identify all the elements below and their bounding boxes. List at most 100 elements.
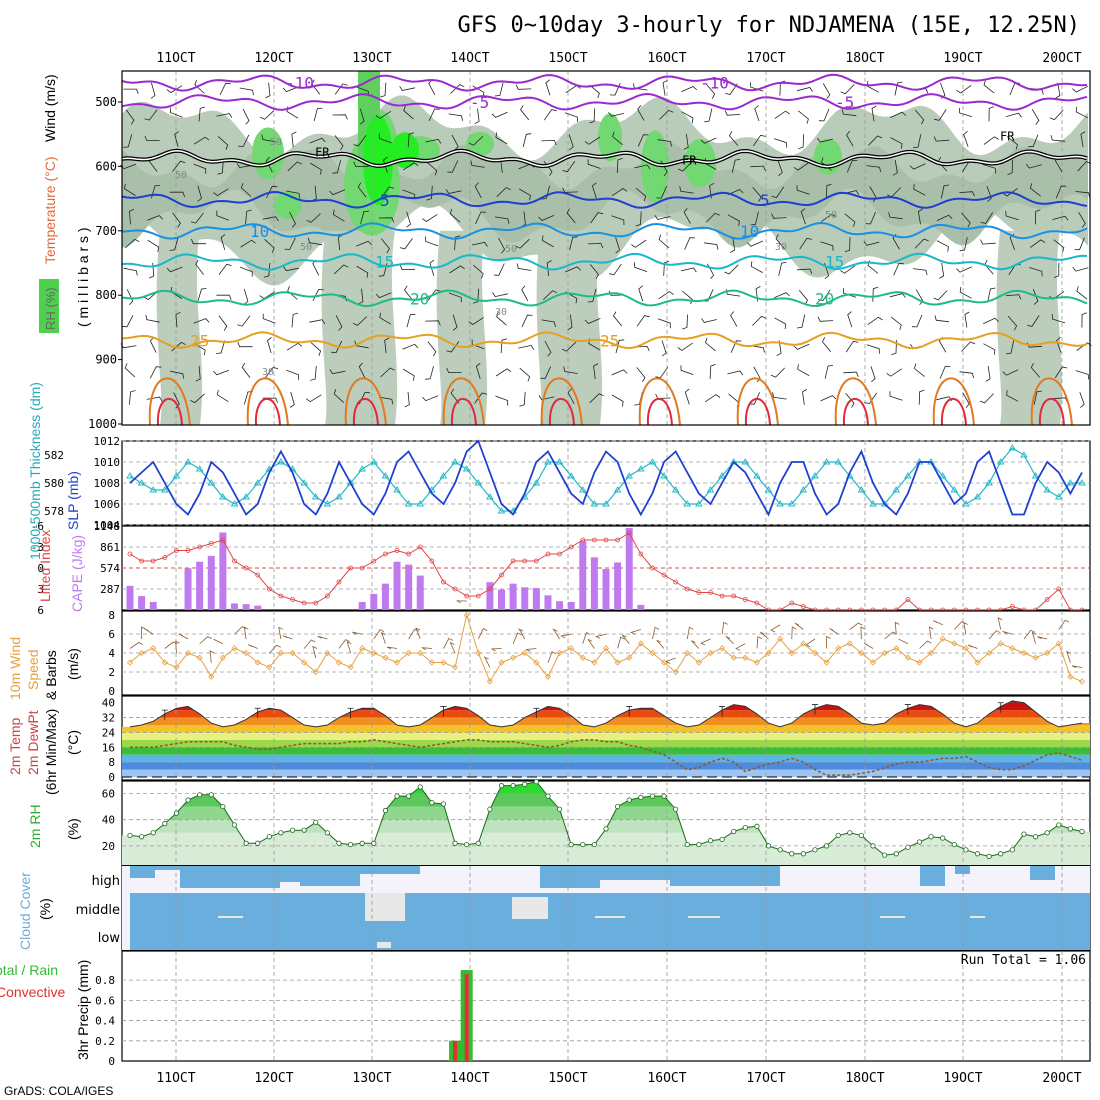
wind-barb: [1028, 134, 1039, 148]
wind-barb: [128, 390, 136, 405]
temperature-contour: [121, 73, 1088, 92]
hot-contour: [352, 397, 379, 426]
wind10m-point: [742, 654, 749, 661]
wind-barb: [933, 290, 948, 301]
temperature-contour: [121, 252, 1088, 271]
wind-barb: [725, 83, 738, 95]
thickness-point: [532, 479, 541, 486]
rh-point: [394, 793, 400, 799]
wind-barb: [1006, 340, 1015, 355]
wind-barb: [309, 137, 326, 144]
wind-barb: [375, 292, 392, 299]
wind10m-barb: [491, 648, 502, 652]
wind-barb: [700, 137, 717, 144]
thickness-point: [811, 472, 819, 479]
rh-point: [336, 840, 342, 846]
li-point: [510, 558, 516, 564]
wind10m-point: [324, 649, 331, 657]
rh-point: [347, 841, 354, 848]
rh-saturated-region: [363, 114, 393, 205]
wind10m-point: [196, 654, 203, 661]
cloud-low-gap: [377, 942, 391, 948]
precip-convective-bar: [464, 974, 469, 1061]
wind10m-barb: [721, 621, 728, 635]
wind-barb: [1076, 286, 1088, 300]
wind-barb: [306, 213, 321, 223]
rh-column: [156, 230, 203, 425]
wind10m-point: [881, 649, 888, 657]
li-point: [243, 565, 249, 571]
wind-barb: [777, 160, 783, 177]
wind10m-barb: [373, 629, 385, 640]
wind-barb: [494, 82, 504, 97]
wind-barb: [425, 320, 441, 326]
rh-point: [568, 841, 574, 848]
wind-barb: [868, 135, 883, 146]
cape-bar: [405, 564, 413, 610]
hot-contour: [450, 397, 477, 426]
thickness-point: [230, 500, 239, 507]
wind-barb: [986, 185, 992, 202]
date-label-bottom: 17OCT: [746, 1071, 785, 1086]
wind-barb: [358, 288, 364, 305]
wind-barb: [220, 234, 226, 251]
wind10m-point: [452, 664, 459, 671]
wind-barb: [308, 237, 323, 246]
date-label-top: 13OCT: [352, 51, 391, 66]
rh-point: [1009, 847, 1015, 853]
wind-barb: [171, 341, 186, 352]
wind10m-barb: [1071, 665, 1083, 669]
temperature-contour: [121, 221, 1088, 240]
wind10m-barb: [1058, 619, 1070, 630]
wind10m-point: [800, 640, 807, 647]
li-point: [174, 548, 179, 553]
wind-barb: [1027, 315, 1040, 327]
wind-barb: [1031, 109, 1040, 125]
cape-bar: [579, 541, 587, 610]
wind10m-point: [707, 649, 714, 657]
wind-barb: [663, 260, 670, 276]
wind-barb: [961, 212, 971, 228]
thickness-point: [381, 472, 390, 479]
wind-barb: [262, 216, 279, 222]
wind-barb: [661, 340, 667, 357]
thickness-tick: 582: [44, 449, 64, 462]
cloud-high-segment: [360, 866, 420, 874]
li-point: [313, 600, 319, 606]
wind-barb: [635, 187, 647, 202]
wind-barb: [847, 311, 853, 328]
thickness-tick: 578: [44, 505, 64, 518]
rh-point: [324, 830, 330, 836]
li-point: [417, 544, 423, 550]
cloud-high-segment: [670, 866, 780, 886]
thickness-point: [718, 472, 726, 479]
wind-barb: [684, 388, 690, 405]
thickness-point: [683, 500, 692, 507]
wind-barb: [402, 368, 415, 381]
thickness-point: [753, 472, 761, 479]
hot-contour: [254, 397, 281, 426]
li-point: [1009, 604, 1015, 609]
rh-point: [812, 847, 818, 853]
wind-barb: [332, 209, 345, 222]
wind-barb: [959, 191, 975, 197]
wind10m-barb: [791, 626, 797, 640]
wind-barb: [360, 210, 369, 225]
wind-barb: [175, 311, 181, 328]
wind-barb: [914, 109, 925, 125]
rh-point: [1067, 826, 1073, 832]
wind10m-barb: [317, 635, 328, 640]
wind-barb: [701, 318, 717, 323]
wind10m-point: [382, 654, 389, 661]
wind10m-barb: [582, 631, 591, 644]
thickness-point: [602, 500, 610, 507]
temp-tick: 0: [108, 771, 115, 784]
wind10m-point: [161, 659, 168, 666]
dewpoint-line: [130, 739, 1083, 776]
wind-barb: [662, 79, 668, 96]
wind-barb: [495, 368, 512, 377]
wind10m-point: [939, 635, 946, 642]
thickness-point: [695, 500, 703, 507]
wind-barb: [1051, 314, 1066, 324]
cape-bar: [393, 561, 401, 610]
